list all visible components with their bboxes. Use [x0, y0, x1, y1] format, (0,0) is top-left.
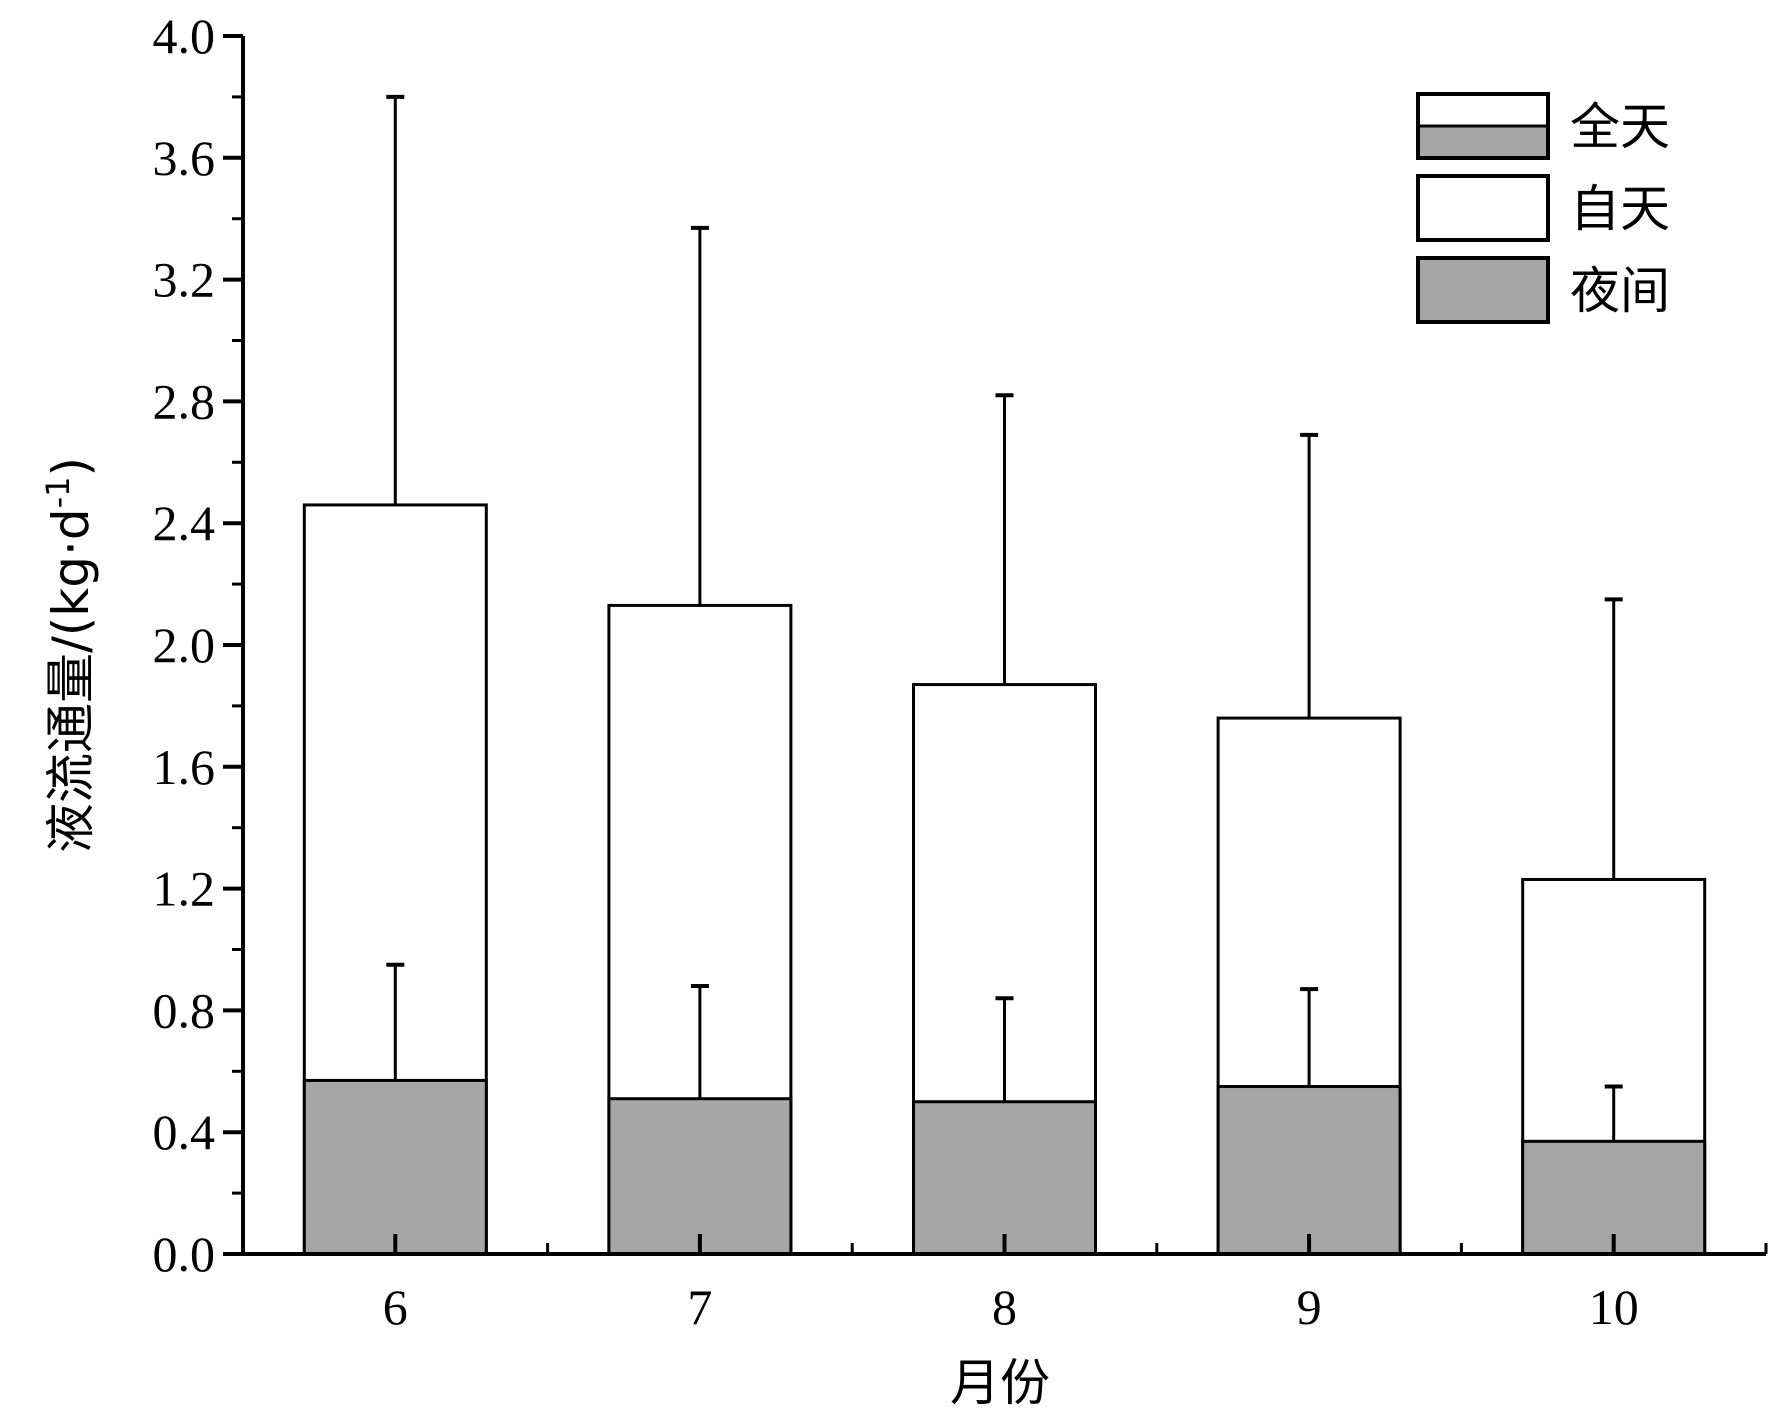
y-tick-label-3.6: 3.6 — [153, 130, 216, 186]
legend-label-1: 自天 — [1570, 180, 1670, 238]
bar-night-7 — [607, 1097, 793, 1256]
y-tick-label-2.8: 2.8 — [153, 373, 216, 429]
legend-label-0: 全天 — [1570, 98, 1670, 156]
legend-swatch-bottom — [1418, 126, 1548, 158]
plot-area — [302, 94, 1707, 1256]
legend-swatch-2 — [1416, 256, 1550, 324]
x-tick-label-10: 10 — [1589, 1279, 1639, 1335]
x-axis: 6 7 8 9 10 — [241, 1234, 1768, 1335]
x-tick-label-6: 6 — [383, 1279, 408, 1335]
y-tick-label-0.0: 0.0 — [153, 1226, 216, 1282]
x-tick-label-8: 8 — [992, 1279, 1017, 1335]
x-tick-label-9: 9 — [1297, 1279, 1322, 1335]
y-axis-title-text: 液流通量/(kg·d-1) — [39, 457, 100, 853]
y-tick-label-3.2: 3.2 — [153, 252, 216, 308]
legend-swatch-border — [1416, 92, 1550, 160]
bar-night-6 — [302, 1078, 488, 1256]
y-tick-label-1.2: 1.2 — [153, 861, 216, 917]
y-tick-label-0.4: 0.4 — [153, 1104, 216, 1160]
legend-swatch-1 — [1416, 174, 1550, 242]
x-axis-title: 月份 — [950, 1354, 1050, 1412]
y-tick-label-2.4: 2.4 — [153, 495, 216, 551]
y-axis-title: 液流通量/(kg·d-1) — [39, 457, 100, 853]
y-tick-label-1.6: 1.6 — [153, 739, 216, 795]
x-tick-label-7: 7 — [687, 1279, 712, 1335]
y-tick-label-0.8: 0.8 — [153, 982, 216, 1038]
legend-label-2: 夜间 — [1570, 262, 1670, 320]
y-tick-label-4.0: 4.0 — [153, 8, 216, 64]
bar-night-8 — [912, 1100, 1097, 1256]
legend-swatch-top — [1418, 94, 1548, 126]
y-axis: 0.0 0.4 0.8 1.2 1.6 2.0 2.4 2.8 3.2 3.6 4.0 — [153, 8, 245, 1282]
bar-night-9 — [1216, 1085, 1402, 1256]
y-tick-label-2.0: 2.0 — [153, 617, 216, 673]
